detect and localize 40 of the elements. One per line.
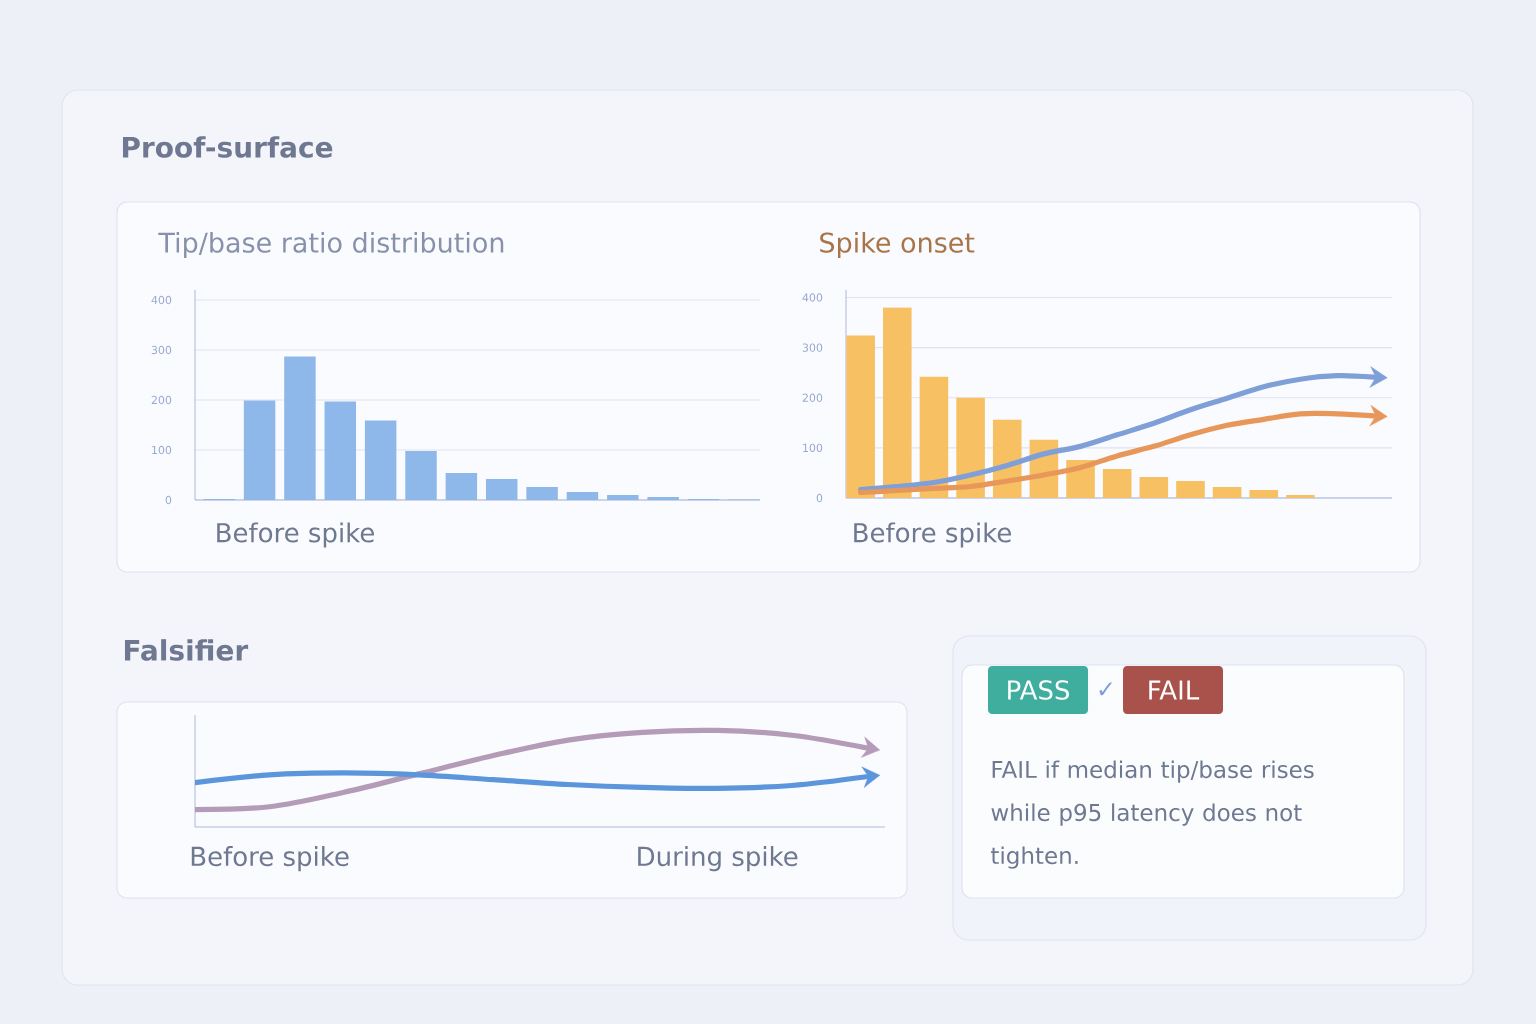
bar — [243, 400, 276, 500]
text: FAIL if median tip/base rises while p95 latency does not tighten. — [991, 760, 1314, 869]
bar — [1249, 489, 1279, 498]
bar — [526, 487, 558, 500]
bar — [405, 450, 437, 500]
bar — [846, 335, 875, 498]
text: ✓ — [1099, 682, 1112, 696]
y-tick-label: 200 — [151, 395, 172, 405]
y-tick-label: 400 — [151, 295, 172, 305]
y-tick-label: 300 — [802, 343, 823, 352]
bar — [1286, 494, 1315, 498]
text: FAIL — [1149, 680, 1200, 700]
bar — [1212, 486, 1242, 498]
y-tick-label: 100 — [803, 443, 823, 453]
bar — [607, 495, 639, 500]
bar — [445, 473, 478, 500]
bar — [1139, 476, 1169, 498]
bar — [284, 356, 316, 500]
x-axis-title: Before spike — [217, 522, 374, 548]
chart-subtitle: Tip/base ratio distribution — [158, 231, 504, 259]
bar — [485, 479, 518, 500]
y-tick-label: 100 — [152, 445, 172, 455]
text: PASS — [1008, 680, 1069, 700]
bar — [647, 496, 679, 500]
chart-title: Proof-surface — [122, 136, 333, 158]
bar — [566, 491, 599, 500]
y-tick-label: 200 — [802, 393, 823, 402]
bar — [1102, 468, 1132, 498]
chart-title: Spike onset — [820, 231, 975, 259]
bar — [324, 401, 357, 500]
x-tick-label: During spike — [638, 846, 798, 872]
chart-title: Falsifier — [124, 639, 249, 661]
y-tick-label: 400 — [802, 293, 823, 302]
y-tick-label: 300 — [151, 345, 172, 355]
bar — [1176, 480, 1205, 498]
y-tick-label: 0 — [816, 493, 823, 503]
bar — [364, 420, 397, 500]
x-axis-title: Before spike — [854, 522, 1011, 548]
y-tick-label: 0 — [165, 495, 172, 505]
bar — [883, 307, 912, 498]
